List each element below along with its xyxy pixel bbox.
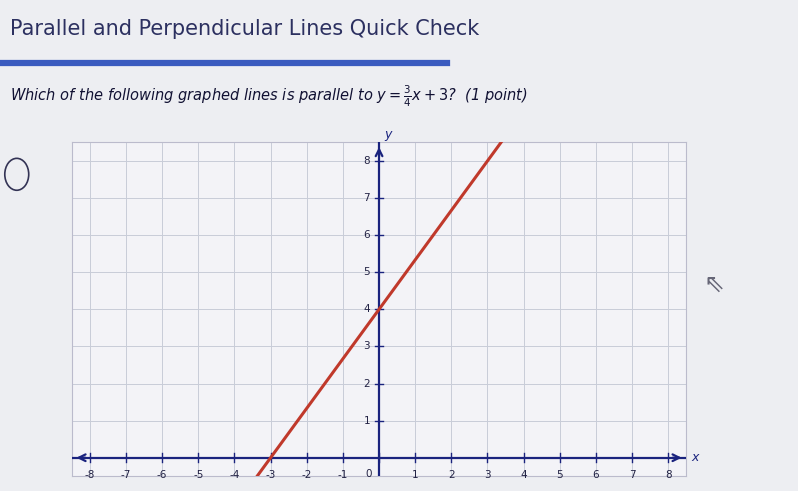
Text: Which of the following graphed lines is parallel to $y = \frac{3}{4}x + 3$?  (1 : Which of the following graphed lines is … (10, 83, 528, 109)
Text: 2: 2 (363, 379, 370, 388)
Text: ⇖: ⇖ (704, 273, 725, 297)
Text: 2: 2 (448, 469, 455, 480)
Text: 8: 8 (363, 156, 370, 166)
Text: 3: 3 (363, 341, 370, 352)
Text: -8: -8 (85, 469, 95, 480)
Text: -3: -3 (266, 469, 276, 480)
Text: 5: 5 (363, 267, 370, 277)
Text: 6: 6 (363, 230, 370, 240)
Text: -7: -7 (120, 469, 131, 480)
Text: 5: 5 (556, 469, 563, 480)
Text: x: x (692, 451, 699, 464)
Text: 1: 1 (412, 469, 418, 480)
Text: 0: 0 (365, 469, 372, 479)
Text: -4: -4 (229, 469, 239, 480)
Text: 8: 8 (665, 469, 672, 480)
Text: -2: -2 (302, 469, 312, 480)
Text: 3: 3 (484, 469, 491, 480)
Text: -1: -1 (338, 469, 348, 480)
Text: y: y (385, 128, 392, 140)
Text: 4: 4 (520, 469, 527, 480)
Text: 1: 1 (363, 415, 370, 426)
Text: 7: 7 (363, 193, 370, 203)
Text: 7: 7 (629, 469, 635, 480)
Text: -6: -6 (157, 469, 168, 480)
Text: Parallel and Perpendicular Lines Quick Check: Parallel and Perpendicular Lines Quick C… (10, 19, 479, 39)
Text: -5: -5 (193, 469, 203, 480)
Text: 6: 6 (593, 469, 599, 480)
Text: 4: 4 (363, 304, 370, 314)
